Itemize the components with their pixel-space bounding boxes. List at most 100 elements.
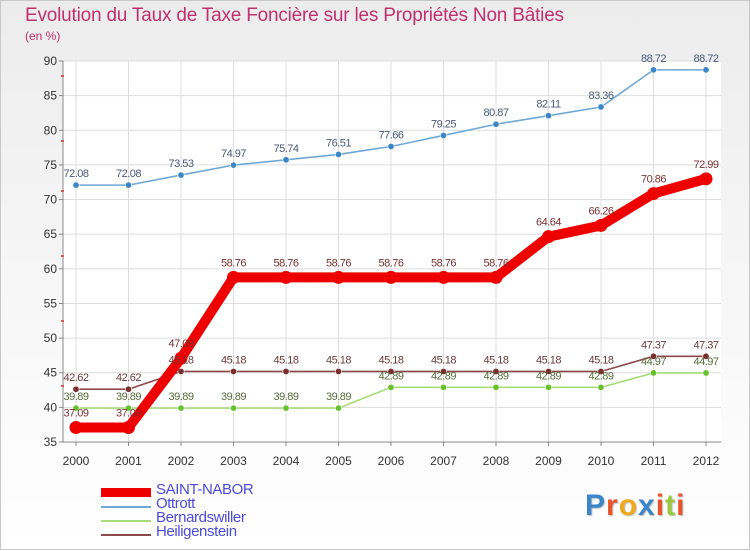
x-tick-label: 2008 bbox=[483, 454, 510, 468]
data-label-saint-nabor: 66.26 bbox=[588, 205, 613, 217]
data-label-ottrott: 73.53 bbox=[168, 158, 193, 170]
data-point-heiligenstein bbox=[649, 352, 657, 360]
data-label-bernardswiller: 44.97 bbox=[641, 356, 666, 368]
data-point-heiligenstein bbox=[125, 385, 133, 393]
data-point-ottrott bbox=[230, 161, 238, 169]
data-point-ottrott bbox=[702, 66, 710, 74]
data-label-heiligenstein: 45.18 bbox=[483, 354, 508, 366]
data-point-ottrott bbox=[334, 150, 342, 158]
data-point-heiligenstein bbox=[597, 367, 605, 375]
data-label-saint-nabor: 64.64 bbox=[536, 217, 561, 229]
y-tick-label: 80 bbox=[44, 123, 58, 137]
legend-swatch bbox=[101, 534, 151, 536]
data-label-bernardswiller: 42.89 bbox=[588, 370, 613, 382]
y-tick-label: 85 bbox=[44, 89, 58, 103]
logo-letter: i bbox=[655, 489, 666, 522]
data-point-ottrott bbox=[597, 103, 605, 111]
x-tick-label: 2005 bbox=[325, 454, 352, 468]
data-label-ottrott: 77.66 bbox=[378, 129, 403, 141]
data-label-heiligenstein: 45.18 bbox=[273, 354, 298, 366]
x-tick-label: 2012 bbox=[693, 454, 720, 468]
data-point-bernardswiller bbox=[387, 383, 395, 391]
data-point-bernardswiller bbox=[282, 404, 290, 412]
data-label-heiligenstein: 45.18 bbox=[431, 354, 456, 366]
data-label-heiligenstein: 45.18 bbox=[588, 354, 613, 366]
data-point-bernardswiller bbox=[544, 383, 552, 391]
data-label-bernardswiller: 42.89 bbox=[378, 370, 403, 382]
data-point-saint-nabor bbox=[384, 270, 398, 284]
x-tick-label: 2004 bbox=[273, 454, 300, 468]
data-label-heiligenstein: 47.37 bbox=[641, 339, 666, 351]
logo-letter: i bbox=[676, 489, 686, 522]
data-point-bernardswiller bbox=[649, 369, 657, 377]
data-label-saint-nabor: 37.09 bbox=[63, 408, 88, 420]
data-label-bernardswiller: 39.89 bbox=[63, 391, 88, 403]
data-label-saint-nabor: 70.86 bbox=[641, 174, 666, 186]
legend-label: Ottrott bbox=[156, 495, 195, 512]
data-label-saint-nabor: 72.99 bbox=[693, 159, 718, 171]
data-label-ottrott: 82.11 bbox=[536, 99, 561, 111]
data-point-bernardswiller bbox=[439, 383, 447, 391]
plot-area bbox=[63, 61, 721, 442]
data-label-saint-nabor: 47.09 bbox=[168, 338, 193, 350]
data-label-bernardswiller: 39.89 bbox=[116, 391, 141, 403]
data-point-ottrott bbox=[439, 131, 447, 139]
data-point-saint-nabor bbox=[279, 270, 293, 284]
data-label-bernardswiller: 42.89 bbox=[536, 370, 561, 382]
data-label-ottrott: 79.25 bbox=[431, 118, 456, 130]
data-label-saint-nabor: 58.76 bbox=[431, 257, 456, 269]
data-label-bernardswiller: 39.89 bbox=[273, 391, 298, 403]
data-point-bernardswiller bbox=[177, 404, 185, 412]
data-label-heiligenstein: 42.62 bbox=[63, 372, 88, 384]
data-point-heiligenstein bbox=[334, 367, 342, 375]
data-point-ottrott bbox=[544, 112, 552, 120]
y-tick-label: 40 bbox=[44, 400, 58, 414]
data-label-heiligenstein: 45.18 bbox=[168, 354, 193, 366]
data-point-saint-nabor bbox=[437, 270, 450, 284]
y-tick-label: 35 bbox=[44, 435, 58, 449]
logo-letter: P bbox=[585, 489, 607, 522]
data-point-ottrott bbox=[282, 156, 290, 164]
y-tick-label: 60 bbox=[44, 262, 58, 276]
data-point-saint-nabor bbox=[699, 172, 713, 186]
legend-label: Heiligenstein bbox=[156, 523, 237, 540]
data-label-ottrott: 88.72 bbox=[693, 53, 718, 65]
data-point-saint-nabor bbox=[227, 270, 240, 284]
data-point-ottrott bbox=[177, 171, 185, 179]
data-label-saint-nabor: 58.76 bbox=[378, 257, 403, 269]
x-tick-label: 2000 bbox=[63, 454, 90, 468]
data-point-saint-nabor bbox=[122, 421, 135, 435]
data-label-bernardswiller: 42.89 bbox=[483, 370, 508, 382]
data-label-ottrott: 76.51 bbox=[326, 137, 351, 149]
legend-swatch bbox=[101, 520, 151, 522]
proxiti-logo: Proxiti bbox=[585, 489, 685, 523]
x-tick-label: 2006 bbox=[378, 454, 405, 468]
chart-title: Evolution du Taux de Taxe Foncière sur l… bbox=[25, 5, 564, 26]
data-label-saint-nabor: 58.76 bbox=[221, 257, 246, 269]
data-point-ottrott bbox=[649, 66, 657, 74]
y-tick-label: 55 bbox=[44, 296, 58, 310]
logo-letter: x bbox=[638, 489, 656, 522]
legend-swatch bbox=[101, 488, 151, 497]
legend-label: SAINT-NABOR bbox=[156, 481, 254, 498]
data-point-bernardswiller bbox=[125, 404, 133, 412]
y-tick-label: 50 bbox=[44, 331, 58, 345]
data-point-saint-nabor bbox=[332, 270, 345, 284]
data-point-saint-nabor bbox=[174, 351, 188, 365]
data-point-bernardswiller bbox=[72, 404, 80, 412]
logo-letter: o bbox=[618, 489, 639, 522]
data-label-ottrott: 88.72 bbox=[641, 53, 666, 65]
x-tick-label: 2007 bbox=[430, 454, 457, 468]
data-label-heiligenstein: 45.18 bbox=[378, 354, 403, 366]
data-label-saint-nabor: 37.09 bbox=[116, 408, 141, 420]
data-label-saint-nabor: 58.76 bbox=[273, 257, 298, 269]
legend-swatch bbox=[101, 506, 151, 508]
data-label-heiligenstein: 42.62 bbox=[116, 372, 141, 384]
data-label-bernardswiller: 39.89 bbox=[168, 391, 193, 403]
data-point-saint-nabor bbox=[594, 218, 608, 232]
x-tick-label: 2003 bbox=[220, 454, 247, 468]
y-tick-label: 45 bbox=[44, 366, 58, 380]
data-label-ottrott: 83.36 bbox=[588, 90, 613, 102]
